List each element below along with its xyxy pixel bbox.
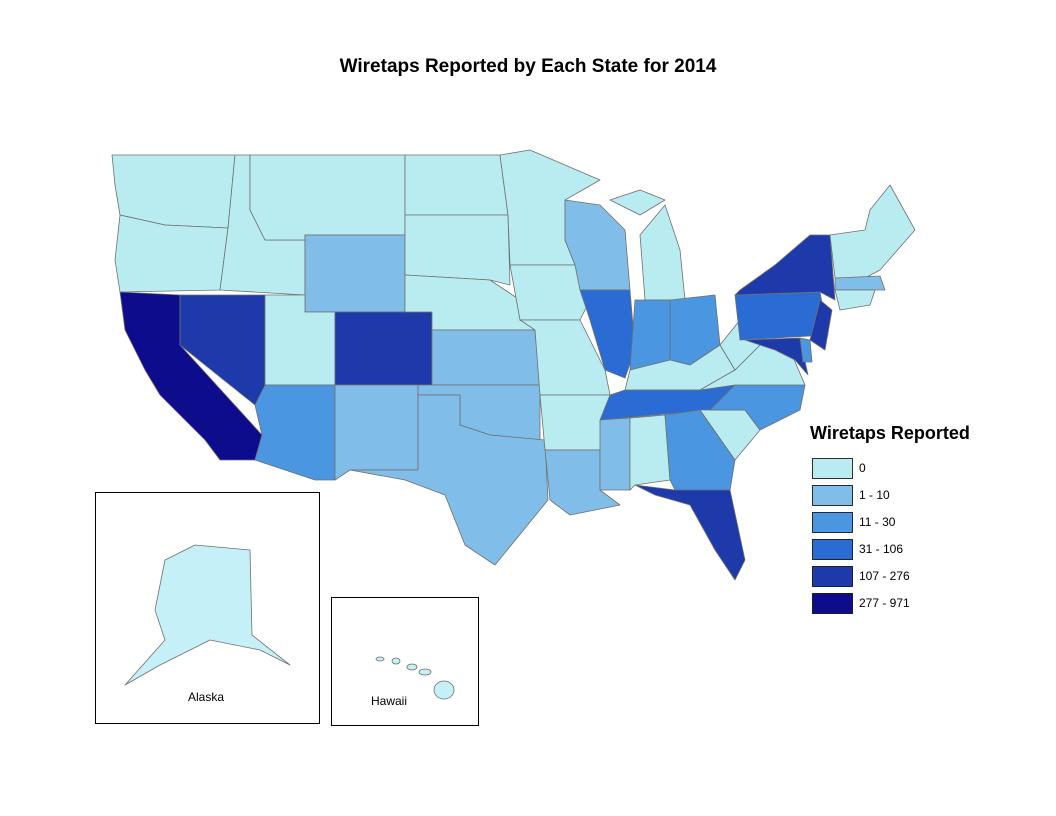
state bbox=[834, 275, 886, 291]
state bbox=[599, 417, 631, 491]
state bbox=[509, 264, 591, 321]
state bbox=[629, 299, 671, 371]
state bbox=[404, 154, 509, 216]
state bbox=[334, 384, 419, 481]
legend-label: 1 - 10 bbox=[859, 488, 890, 502]
state bbox=[744, 337, 809, 376]
state bbox=[254, 384, 336, 481]
legend-label: 107 - 276 bbox=[859, 569, 910, 583]
inset-frame bbox=[331, 597, 479, 726]
state bbox=[799, 337, 813, 363]
legend-swatch bbox=[812, 566, 853, 587]
legend-swatch bbox=[812, 593, 853, 614]
state bbox=[834, 289, 876, 311]
state bbox=[304, 234, 406, 313]
inset-frame bbox=[95, 492, 320, 724]
legend-title: Wiretaps Reported bbox=[810, 423, 970, 443]
legend-swatch bbox=[812, 512, 853, 533]
state bbox=[579, 289, 636, 379]
state bbox=[609, 189, 666, 216]
legend-swatch bbox=[812, 485, 853, 506]
legend: 0 1 - 10 11 - 30 31 - 106 107 - 276 277 - 971 bbox=[812, 458, 910, 614]
state bbox=[431, 329, 541, 386]
state bbox=[249, 154, 406, 241]
legend-label: 0 bbox=[859, 461, 866, 475]
legend-swatch bbox=[812, 458, 853, 479]
map-title: Wiretaps Reported by Each State for 2014 bbox=[340, 56, 717, 77]
state bbox=[629, 414, 671, 491]
state bbox=[334, 311, 433, 386]
state bbox=[404, 214, 511, 286]
legend-label: 277 - 971 bbox=[859, 596, 910, 610]
state bbox=[634, 484, 746, 581]
state bbox=[539, 394, 611, 451]
legend-label: 11 - 30 bbox=[859, 515, 896, 529]
hawaii-shape bbox=[375, 656, 455, 700]
inset-label: Hawaii bbox=[371, 694, 407, 708]
inset-label: Alaska bbox=[188, 690, 224, 704]
state bbox=[809, 299, 833, 351]
state bbox=[734, 234, 836, 301]
legend-label: 31 - 106 bbox=[859, 542, 903, 556]
states bbox=[111, 149, 916, 581]
state bbox=[829, 184, 916, 279]
legend-swatch bbox=[812, 539, 853, 560]
state bbox=[639, 204, 686, 301]
alaska-shape bbox=[124, 544, 291, 686]
